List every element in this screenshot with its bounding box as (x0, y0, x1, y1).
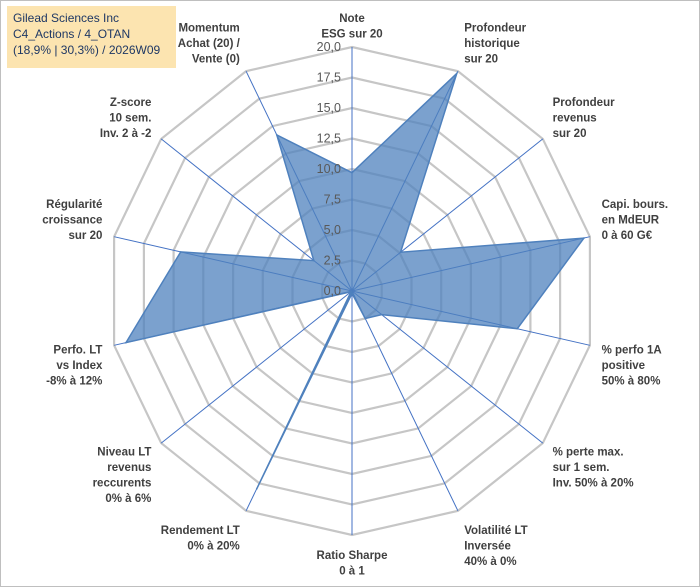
tick-label-2: 5,0 (324, 223, 341, 237)
axis-spoke-6 (351, 290, 459, 512)
tick-label-7: 17,5 (317, 71, 341, 85)
tick-label-1: 2,5 (324, 254, 341, 268)
data-point-0-5 (380, 313, 383, 316)
radar-tick-labels: 0,0 2,5 5,0 7,5 10,0 12,5 15,0 17,5 20,0 (317, 40, 341, 298)
axis-label-line: Perfo. LT (53, 345, 102, 357)
axis-label-5: % perte max. sur 1 sem. Inv. 50% à 20% (553, 446, 634, 489)
axis-label-line: revenus (553, 113, 597, 125)
axis-label-3: Capi. bours. en MdEUR 0 à 60 G€ (602, 199, 668, 242)
data-point-0-4 (516, 327, 519, 330)
data-point-0-9 (350, 291, 352, 293)
tick-label-3: 7,5 (324, 193, 341, 207)
tick-label-5: 12,5 (317, 132, 341, 146)
tick-label-6: 15,0 (317, 101, 341, 115)
axis-label-line: 0 à 60 G€ (602, 230, 653, 242)
axis-label-line: sur 20 (553, 128, 587, 140)
data-point-0-3 (583, 237, 585, 239)
axis-label-line: Profondeur (464, 23, 526, 35)
axis-label-line: Niveau LT (97, 446, 151, 458)
tick-label-0: 0,0 (324, 284, 341, 298)
axis-label-line: -8% à 12% (46, 376, 102, 388)
axis-label-line: 0 à 1 (339, 566, 365, 578)
axis-label-4: % perfo 1A positive 50% à 80% (602, 345, 662, 388)
radar-series (124, 70, 586, 490)
axis-label-line: 0% à 6% (105, 493, 151, 505)
tick-label-8: 20,0 (317, 40, 341, 54)
chart-title-box: Gilead Sciences Inc C4_Actions / 4_OTAN … (7, 6, 176, 68)
axis-label-line: revenus (107, 462, 151, 474)
chart-title-line-1: Gilead Sciences Inc (13, 11, 120, 25)
axis-label-line: Z-score (110, 97, 152, 109)
axis-label-line: Vente (0) (192, 54, 240, 66)
axis-label-11: Régularité croissance sur 20 (42, 199, 102, 242)
axis-label-line: historique (464, 38, 520, 50)
axis-label-line: Ratio Sharpe (317, 550, 388, 562)
axis-label-2: Profondeur revenus sur 20 (553, 97, 615, 140)
axis-label-12: Z-score 10 sem. Inv. 2 à -2 (100, 97, 152, 140)
axis-label-line: sur 20 (69, 230, 103, 242)
data-point-0-6 (364, 317, 367, 320)
axis-label-7: Ratio Sharpe 0 à 1 (317, 550, 388, 578)
chart-title-line-3: (18,9% | 30,3%) / 2026W09 (13, 43, 161, 57)
axis-label-13: Momentum Achat (20) / Vente (0) (178, 23, 241, 66)
axis-label-line: 50% à 80% (602, 376, 661, 388)
data-point-0-12 (313, 259, 315, 262)
radar-axis-labels: Note ESG sur 20 Profondeur historique sur 20… (42, 13, 668, 578)
axis-label-line: Inv. 2 à -2 (100, 128, 152, 140)
data-point-0-1 (456, 72, 458, 75)
axis-label-line: vs Index (56, 360, 103, 372)
axis-label-line: % perfo 1A (602, 345, 662, 357)
data-point-0-13 (276, 134, 278, 136)
axis-label-1: Profondeur historique sur 20 (464, 23, 526, 66)
axis-label-line: 40% à 0% (464, 556, 516, 568)
axis-label-line: Volatilité LT (464, 525, 527, 537)
axis-label-line: en MdEUR (602, 215, 660, 227)
axis-label-line: Achat (20) / (178, 38, 241, 50)
data-point-0-8 (255, 488, 258, 490)
axis-label-line: Note (339, 13, 365, 25)
data-point-0-0 (351, 171, 353, 174)
axis-label-line: ESG sur 20 (321, 29, 382, 41)
axis-label-line: Inversée (464, 540, 511, 552)
data-point-0-10 (125, 341, 127, 344)
data-point-0-7 (351, 292, 353, 295)
axis-label-line: Régularité (46, 199, 102, 211)
axis-label-line: % perte max. (553, 446, 624, 458)
axis-label-line: sur 20 (464, 54, 498, 66)
axis-label-9: Niveau LT revenus reccurents 0% à 6% (93, 446, 152, 505)
axis-label-line: Capi. bours. (602, 199, 668, 211)
axis-label-line: 0% à 20% (187, 540, 239, 552)
data-point-0-2 (399, 251, 402, 253)
axis-label-line: positive (602, 360, 645, 372)
axis-spoke-5 (351, 290, 544, 444)
axis-label-line: reccurents (93, 477, 152, 489)
axis-label-line: croissance (42, 215, 102, 227)
axis-label-0: Note ESG sur 20 (321, 13, 382, 41)
chart-title-line-2: C4_Actions / 4_OTAN (13, 27, 131, 41)
axis-label-8: Rendement LT 0% à 20% (161, 525, 240, 553)
axis-label-line: Inv. 50% à 20% (553, 477, 634, 489)
axis-label-6: Volatilité LT Inversée 40% à 0% (464, 525, 527, 568)
axis-label-10: Perfo. LT vs Index -8% à 12% (46, 345, 103, 388)
axis-label-line: Rendement LT (161, 525, 240, 537)
data-point-0-11 (179, 251, 182, 253)
tick-label-4: 10,0 (317, 162, 341, 176)
axis-label-line: Momentum (178, 23, 239, 35)
axis-label-line: 10 sem. (109, 113, 151, 125)
axis-spoke-9 (160, 290, 353, 444)
axis-label-line: Profondeur (553, 97, 615, 109)
axis-label-line: sur 1 sem. (553, 462, 610, 474)
